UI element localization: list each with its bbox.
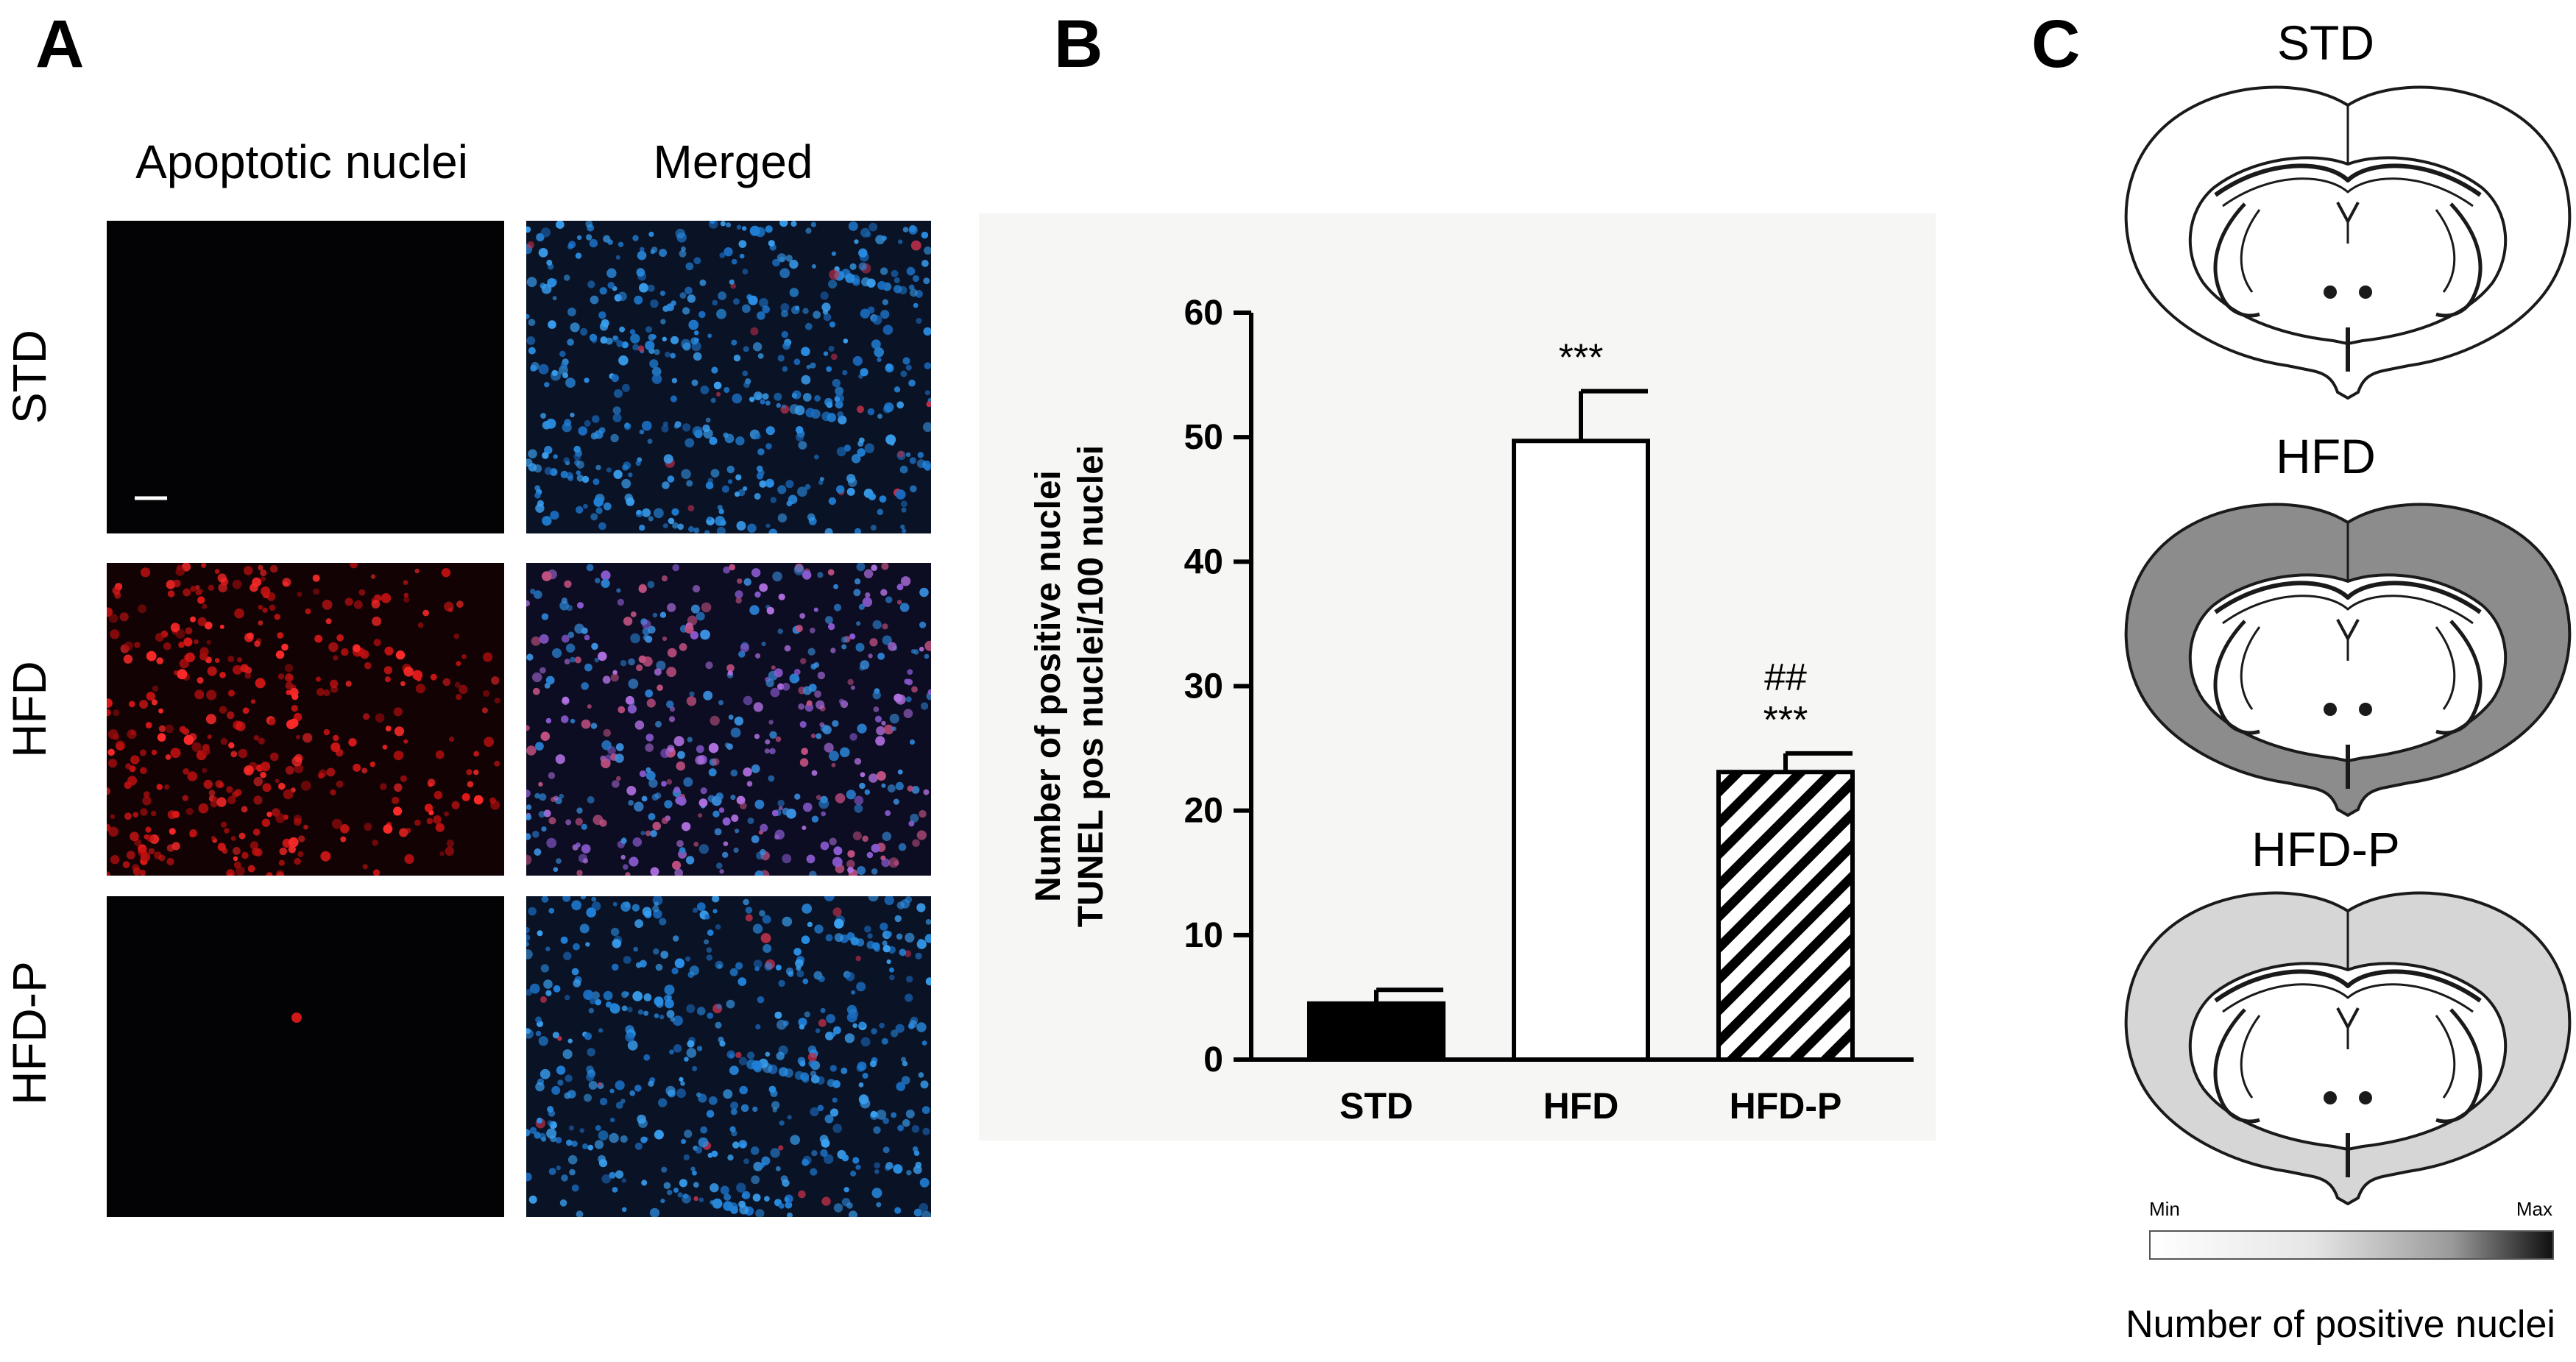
row-label-hfd-p: HFD-P: [3, 961, 56, 1105]
x-tick-label: STD: [1340, 1085, 1413, 1127]
micrograph-std-merged: [526, 221, 931, 533]
bar-hfd-p: [1716, 770, 1855, 1062]
scale-max-label: Max: [2516, 1198, 2552, 1220]
micrograph-hfd-merged: [526, 563, 931, 876]
scale-title: Number of positive nuclei: [2126, 1303, 2555, 1346]
micrograph-hfd-p-apoptotic: [107, 896, 504, 1217]
x-tick-label: HFD: [1543, 1085, 1619, 1127]
y-axis-label: Number of positive nuclei: [1029, 470, 1068, 902]
y-tick-label: 60: [1184, 294, 1223, 333]
y-tick-label: 40: [1184, 542, 1223, 581]
panel-a-letter: A: [35, 7, 85, 82]
micrograph-hfd-apoptotic: [107, 563, 504, 876]
y-tick-label: 50: [1184, 418, 1223, 457]
color-scale-bar: [2149, 1230, 2554, 1260]
bar-hfd: [1512, 439, 1650, 1063]
brain-section-hfd: [2124, 503, 2572, 817]
panel-b-letter: B: [1054, 7, 1103, 82]
row-label-hfd: HFD: [3, 661, 56, 758]
brain-section-hfd-p: [2124, 891, 2572, 1205]
brain-title-std: STD: [2277, 15, 2374, 70]
bar-chart-panel: 0 10 20 30 40 50 60 Number of positive nuclei TU…: [979, 213, 1936, 1141]
significance-marker: ***: [1763, 699, 1808, 742]
significance-marker: ##: [1764, 656, 1807, 699]
bar-std: [1307, 1001, 1446, 1062]
y-tick-label: 0: [1203, 1040, 1223, 1079]
micrograph-hfd-p-merged: [526, 896, 931, 1217]
panel-c-letter: C: [2031, 7, 2081, 82]
column-header-merged: Merged: [653, 135, 813, 188]
row-label-std: STD: [3, 330, 56, 424]
brain-title-hfd: HFD: [2276, 429, 2376, 483]
brain-title-hfd-p: HFD-P: [2251, 822, 2400, 876]
column-header-apoptotic: Apoptotic nuclei: [135, 135, 468, 188]
bar-chart: 0 10 20 30 40 50 60 Number of positive nuclei TU…: [1029, 294, 1914, 1127]
scale-min-label: Min: [2149, 1198, 2180, 1220]
y-tick-label: 30: [1184, 667, 1223, 706]
significance-marker: ***: [1559, 337, 1604, 380]
y-axis-label: TUNEL pos nuclei/100 nuclei: [1072, 445, 1111, 927]
y-tick-label: 10: [1184, 916, 1223, 955]
x-tick-label: HFD-P: [1730, 1085, 1842, 1127]
y-tick-label: 20: [1184, 792, 1223, 831]
micrograph-std-apoptotic: [107, 221, 504, 533]
brain-section-std: [2124, 85, 2572, 400]
